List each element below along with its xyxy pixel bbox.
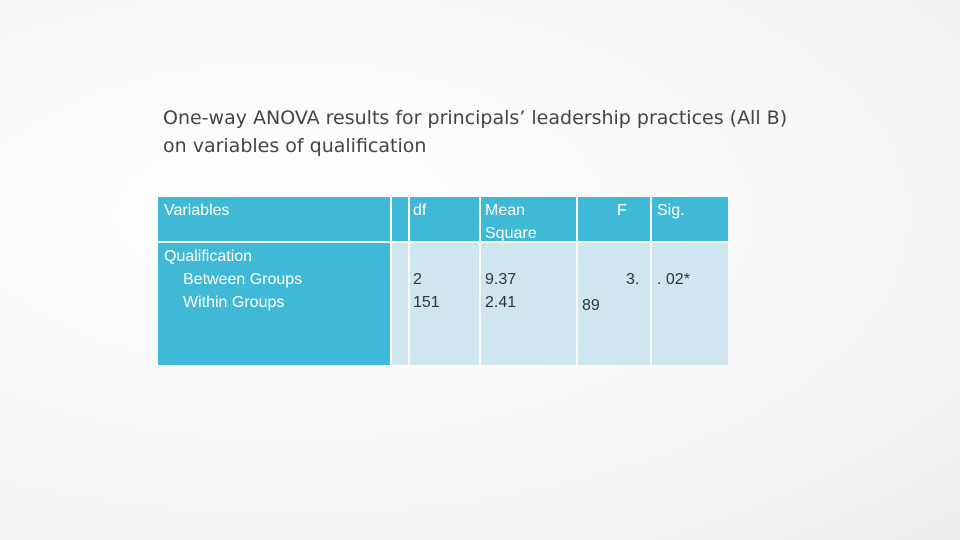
header-cell-sig: Sig. [652, 197, 728, 241]
slide-title: One-way ANOVA results for principals’ le… [163, 104, 883, 160]
header-df-label: df [413, 202, 427, 219]
header-cell-f: F [578, 197, 650, 241]
ms-within-value: 2.41 [485, 294, 517, 311]
body-cell-mean-square: 9.37 2.41 [481, 243, 576, 365]
within-groups-label: Within Groups [183, 294, 285, 311]
df-within-value: 151 [413, 294, 440, 311]
header-cell-mean-square: Mean Square [481, 197, 576, 242]
df-between-value: 2 [413, 271, 422, 288]
header-cell-df: df [410, 197, 479, 241]
title-line-1: One-way ANOVA results for principals’ le… [163, 107, 788, 129]
variable-group-label: Qualification [164, 248, 253, 265]
title-line-2: on variables of qualification [163, 135, 427, 157]
header-cell-spacer [392, 197, 408, 241]
sig-value: . 02* [657, 271, 690, 288]
header-variables-label: Variables [164, 202, 230, 219]
body-cell-spacer [392, 243, 408, 365]
f-value-part2: 89 [582, 297, 600, 314]
f-value-part1: 3. [626, 271, 640, 288]
between-groups-label: Between Groups [183, 271, 303, 288]
anova-table: Variables df Mean Square F Sig. Qualific… [158, 197, 728, 365]
header-cell-variables: Variables [158, 197, 390, 241]
body-cell-variables: Qualification Between Groups Within Grou… [158, 243, 390, 365]
header-mean-square-line1: Mean [485, 202, 526, 219]
body-cell-f: 3. 89 [578, 243, 650, 365]
header-sig-label: Sig. [657, 202, 685, 219]
header-mean-square-line2: Square [485, 225, 537, 242]
body-cell-sig: . 02* [652, 243, 728, 365]
ms-between-value: 9.37 [485, 271, 517, 288]
header-f-label: F [617, 202, 627, 219]
body-cell-df: 2 151 [410, 243, 479, 365]
